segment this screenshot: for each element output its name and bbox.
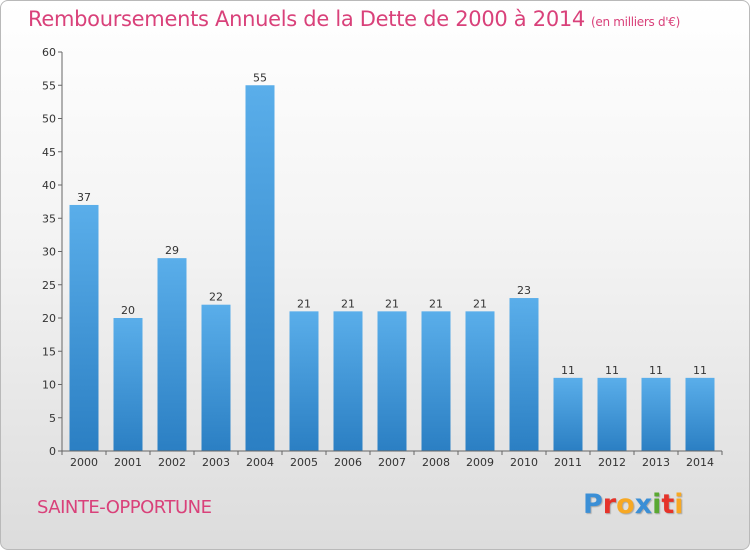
- bar: [69, 204, 99, 451]
- x-tick-label: 2001: [114, 456, 142, 469]
- x-tick-label: 2004: [246, 456, 274, 469]
- data-label: 21: [473, 297, 487, 310]
- x-tick-label: 2003: [202, 456, 230, 469]
- bar: [245, 85, 275, 451]
- bar: [377, 311, 407, 451]
- data-label: 22: [209, 291, 223, 304]
- commune-name: SAINTE-OPPORTUNE: [37, 497, 212, 518]
- x-tick-label: 2013: [642, 456, 670, 469]
- logo-letter: r: [602, 489, 617, 520]
- y-tick-label: 15: [42, 345, 56, 358]
- y-tick-label: 20: [42, 312, 56, 325]
- logo-letter: x: [634, 489, 653, 520]
- y-tick-label: 35: [42, 212, 56, 225]
- y-tick-label: 0: [49, 445, 56, 458]
- data-label: 11: [649, 364, 663, 377]
- x-tick-label: 2014: [686, 456, 714, 469]
- y-tick-label: 50: [42, 113, 56, 126]
- x-tick-label: 2002: [158, 456, 186, 469]
- data-label: 21: [297, 297, 311, 310]
- data-label: 11: [605, 364, 619, 377]
- bar: [641, 377, 671, 451]
- x-tick-label: 2010: [510, 456, 538, 469]
- x-tick-label: 2009: [466, 456, 494, 469]
- data-label: 11: [693, 364, 707, 377]
- x-axis: 2000 2001 2002 2003 2004 2005 2006 2007 2008 2009…: [61, 450, 723, 469]
- bar: [465, 311, 495, 451]
- bar: [597, 377, 627, 451]
- data-label: 21: [429, 297, 443, 310]
- x-tick-label: 2008: [422, 456, 450, 469]
- data-label: 20: [121, 304, 135, 317]
- y-tick-label: 55: [42, 79, 56, 92]
- bar: [553, 377, 583, 451]
- data-label: 29: [165, 244, 179, 257]
- proxiti-logo: Proxiti: [583, 489, 693, 525]
- logo-letter: t: [661, 489, 675, 520]
- x-tick-label: 2005: [290, 456, 318, 469]
- data-label: 23: [517, 284, 531, 297]
- chart-title: Remboursements Annuels de la Dette de 20…: [28, 7, 680, 31]
- chart-title-text: Remboursements Annuels de la Dette de 20…: [28, 7, 585, 31]
- bar: [333, 311, 363, 451]
- y-tick-label: 10: [42, 379, 56, 392]
- data-label: 37: [77, 191, 91, 204]
- bars: 37 20 29 22 55 21 21 21 21 21 23 11 11 11 11: [69, 71, 715, 451]
- x-tick-label: 2007: [378, 456, 406, 469]
- data-label: 55: [253, 71, 267, 84]
- chart-subtitle: (en milliers d'€): [591, 15, 681, 29]
- y-tick-label: 40: [42, 179, 56, 192]
- y-tick-label: 45: [42, 146, 56, 159]
- x-tick-label: 2011: [554, 456, 582, 469]
- bar: [685, 377, 715, 451]
- data-label: 11: [561, 364, 575, 377]
- y-tick-label: 30: [42, 246, 56, 259]
- logo-letter: i: [652, 489, 662, 520]
- bar: [157, 258, 187, 451]
- y-tick-label: 25: [42, 279, 56, 292]
- data-label: 21: [385, 297, 399, 310]
- x-tick-label: 2006: [334, 456, 362, 469]
- x-tick-label: 2000: [70, 456, 98, 469]
- bar: [113, 318, 143, 451]
- bar: [421, 311, 451, 451]
- y-tick-label: 60: [42, 46, 56, 59]
- x-tick-label: 2012: [598, 456, 626, 469]
- logo-letter: P: [583, 489, 603, 520]
- y-tick-label: 5: [49, 412, 56, 425]
- bar: [509, 298, 539, 451]
- bar: [201, 304, 231, 451]
- logo-letter: o: [616, 489, 635, 520]
- logo-letter: i: [674, 489, 684, 520]
- y-axis: 0 5 10 15 20 25 30 35 40 45 50 55 60: [42, 46, 63, 458]
- bar: [289, 311, 319, 451]
- data-label: 21: [341, 297, 355, 310]
